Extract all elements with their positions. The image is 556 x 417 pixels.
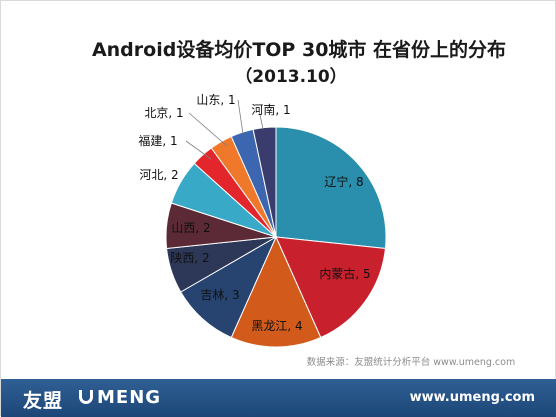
slice-label-1: 辽宁, 8 <box>324 174 363 189</box>
slice-label-10: 山东, 1 <box>196 93 235 107</box>
leader-line-8 <box>185 140 212 160</box>
leader-line-10 <box>237 99 244 135</box>
slice-label-3: 黑龙江, 4 <box>251 319 302 333</box>
brand-footer: 友盟 MENG www.umeng.com <box>1 379 556 417</box>
slice-label-4: 吉林, 3 <box>200 288 239 302</box>
leader-line-11 <box>258 109 264 130</box>
chart-subtitle: （2013.10） <box>235 66 346 87</box>
slice-label-9: 北京, 1 <box>144 106 183 120</box>
footer-url[interactable]: www.umeng.com <box>409 390 535 405</box>
pie-slices <box>165 126 387 348</box>
slice-label-8: 福建, 1 <box>138 133 177 148</box>
pie-slice-3 <box>230 235 322 348</box>
umeng-u-logo-icon <box>79 390 93 404</box>
leader-line-9 <box>188 112 228 147</box>
pie-slice-2 <box>275 236 386 339</box>
label-leader-lines <box>185 99 264 160</box>
brand-name-en: MENG <box>97 387 162 408</box>
slice-label-5: 陕西, 2 <box>170 250 209 265</box>
pie-slice-1 <box>275 126 387 250</box>
slice-label-6: 山西, 2 <box>171 221 210 235</box>
source-note: 数据来源：友盟统计分析平台 www.umeng.com <box>307 356 515 368</box>
pie-chart: Android设备均价TOP 30城市 在省份上的分布 （2013.10） 辽宁… <box>92 38 515 368</box>
slice-labels: 辽宁, 8 内蒙古, 5 黑龙江, 4 吉林, 3 陕西, 2 山西, 2 河北, 2 福建,… <box>138 93 370 333</box>
pie-slice-11 <box>252 126 277 238</box>
brand-name-cn: 友盟 <box>23 390 64 412</box>
slice-label-2: 内蒙古, 5 <box>319 266 370 281</box>
slice-label-7: 河北, 2 <box>139 168 178 182</box>
chart-title: Android设备均价TOP 30城市 在省份上的分布 <box>92 38 506 61</box>
slice-label-11: 河南, 1 <box>251 102 290 117</box>
